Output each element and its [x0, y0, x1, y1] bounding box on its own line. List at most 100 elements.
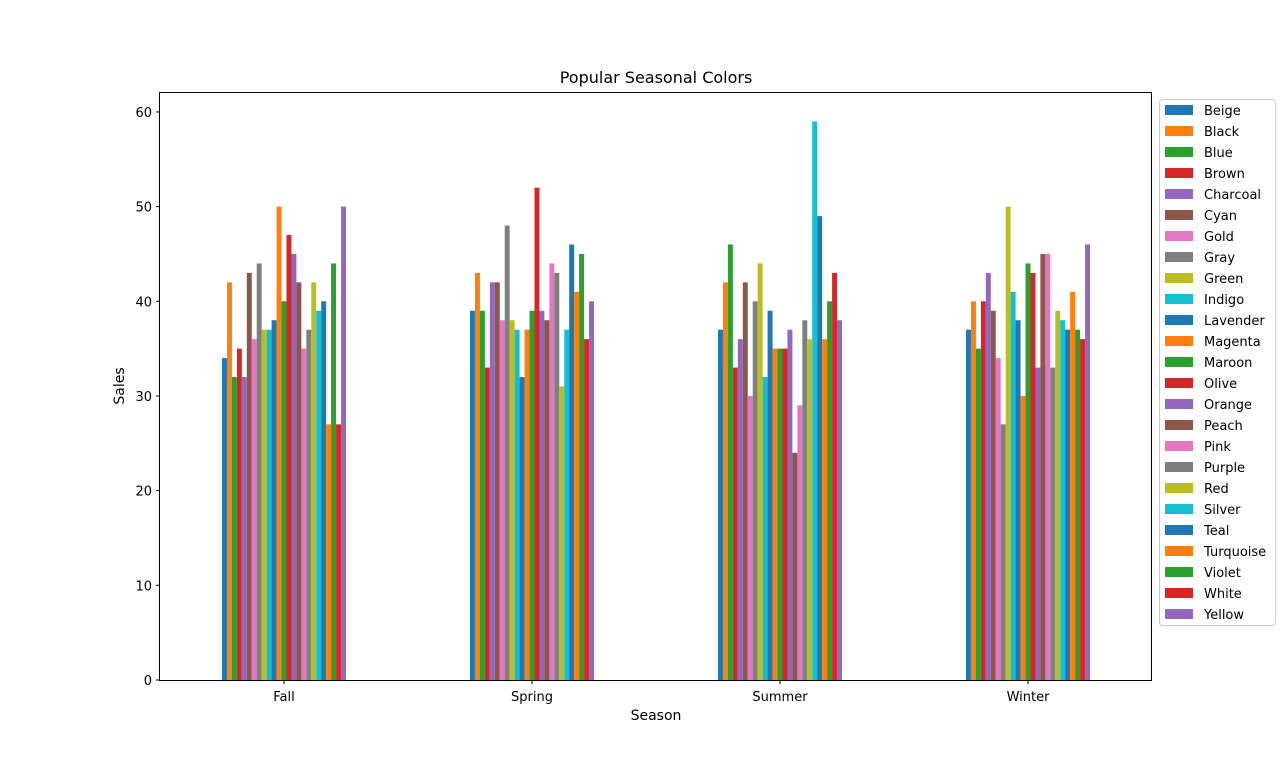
bar	[1015, 320, 1021, 680]
legend-swatch	[1165, 525, 1193, 535]
legend-entry-label: White	[1204, 587, 1242, 602]
bar	[985, 272, 991, 680]
bar	[990, 310, 996, 680]
bar	[1060, 320, 1066, 680]
bar	[970, 301, 976, 680]
legend-swatch	[1165, 231, 1193, 241]
legend-swatch	[1165, 420, 1193, 430]
bar	[1000, 424, 1006, 680]
legend-swatch	[1165, 105, 1193, 115]
bar	[1030, 272, 1036, 680]
bar	[727, 244, 733, 681]
y-axis: 0 10 20 30 40 50 60	[135, 106, 160, 689]
bar	[589, 301, 594, 680]
legend-swatch	[1165, 378, 1193, 388]
legend-swatch	[1165, 567, 1193, 577]
bar	[802, 320, 808, 680]
bar	[564, 329, 570, 680]
legend-swatch	[1165, 168, 1193, 178]
bar	[251, 339, 257, 680]
bar	[1035, 367, 1041, 680]
bar	[1055, 310, 1061, 680]
legend: Beige Black Blue Brown Charcoal Cyan Gold Gray G…	[1159, 99, 1276, 626]
bar	[807, 339, 813, 680]
bar	[301, 348, 307, 680]
bar	[479, 310, 485, 680]
y-tick-label: 40	[135, 295, 152, 310]
legend-entry-label: Magenta	[1204, 335, 1261, 350]
bar	[569, 244, 575, 681]
bar	[341, 206, 346, 681]
legend-swatch	[1165, 609, 1193, 619]
bar	[539, 310, 545, 680]
bar	[718, 329, 723, 680]
x-axis-label: Season	[631, 708, 682, 724]
bar	[271, 320, 277, 680]
legend-entry-label: Cyan	[1204, 209, 1237, 224]
bar	[827, 301, 833, 680]
bar	[291, 253, 297, 680]
chart-title: Popular Seasonal Colors	[560, 68, 753, 87]
bar	[1045, 253, 1051, 680]
bar	[499, 320, 505, 680]
bar	[474, 272, 480, 680]
legend-entry-label: Brown	[1204, 167, 1245, 182]
bar	[966, 329, 971, 680]
bar	[514, 329, 520, 680]
bar	[722, 282, 728, 680]
bar	[1025, 263, 1031, 680]
bar	[1010, 291, 1016, 680]
bar	[742, 282, 748, 680]
bar	[584, 339, 590, 680]
bar	[529, 310, 535, 680]
legend-swatch	[1165, 210, 1193, 220]
bar	[281, 301, 287, 680]
bar	[316, 310, 322, 680]
legend-swatch	[1165, 294, 1193, 304]
bar	[1075, 329, 1081, 680]
y-axis-label: Sales	[112, 367, 128, 404]
bar	[732, 367, 738, 680]
bar	[549, 263, 555, 680]
x-axis: Fall Spring Summer Winter	[273, 680, 1050, 705]
bar	[1040, 253, 1046, 680]
bar	[296, 282, 302, 680]
bar	[832, 272, 838, 680]
bar	[246, 272, 252, 680]
bar	[762, 377, 768, 680]
bar	[837, 320, 842, 680]
bar	[534, 187, 540, 680]
legend-swatch	[1165, 147, 1193, 157]
bar	[995, 358, 1001, 680]
bar	[1005, 206, 1011, 681]
bar	[306, 329, 312, 680]
bar	[574, 291, 580, 680]
bar	[222, 358, 227, 680]
bar	[752, 301, 758, 680]
legend-entry-label: Teal	[1203, 524, 1229, 539]
legend-swatch	[1165, 546, 1193, 556]
bar	[747, 395, 753, 680]
bar	[231, 377, 237, 680]
bar	[311, 282, 317, 680]
bar	[489, 282, 495, 680]
legend-entry-label: Beige	[1204, 104, 1241, 119]
bar	[1085, 244, 1090, 681]
bar	[504, 225, 510, 681]
bar	[470, 310, 475, 680]
legend-swatch	[1165, 273, 1193, 283]
bar	[822, 339, 828, 680]
bar	[241, 377, 247, 680]
bar	[1065, 329, 1071, 680]
bar	[777, 348, 783, 680]
y-tick-label: 10	[135, 579, 152, 594]
legend-entry-label: Pink	[1204, 440, 1231, 455]
legend-entry-label: Blue	[1204, 146, 1233, 161]
bar	[494, 282, 500, 680]
legend-entry-label: Orange	[1204, 398, 1252, 413]
legend-swatch	[1165, 483, 1193, 493]
legend-entry-label: Turquoise	[1203, 545, 1266, 560]
legend-entry-label: Green	[1204, 272, 1243, 287]
bar	[975, 348, 981, 680]
